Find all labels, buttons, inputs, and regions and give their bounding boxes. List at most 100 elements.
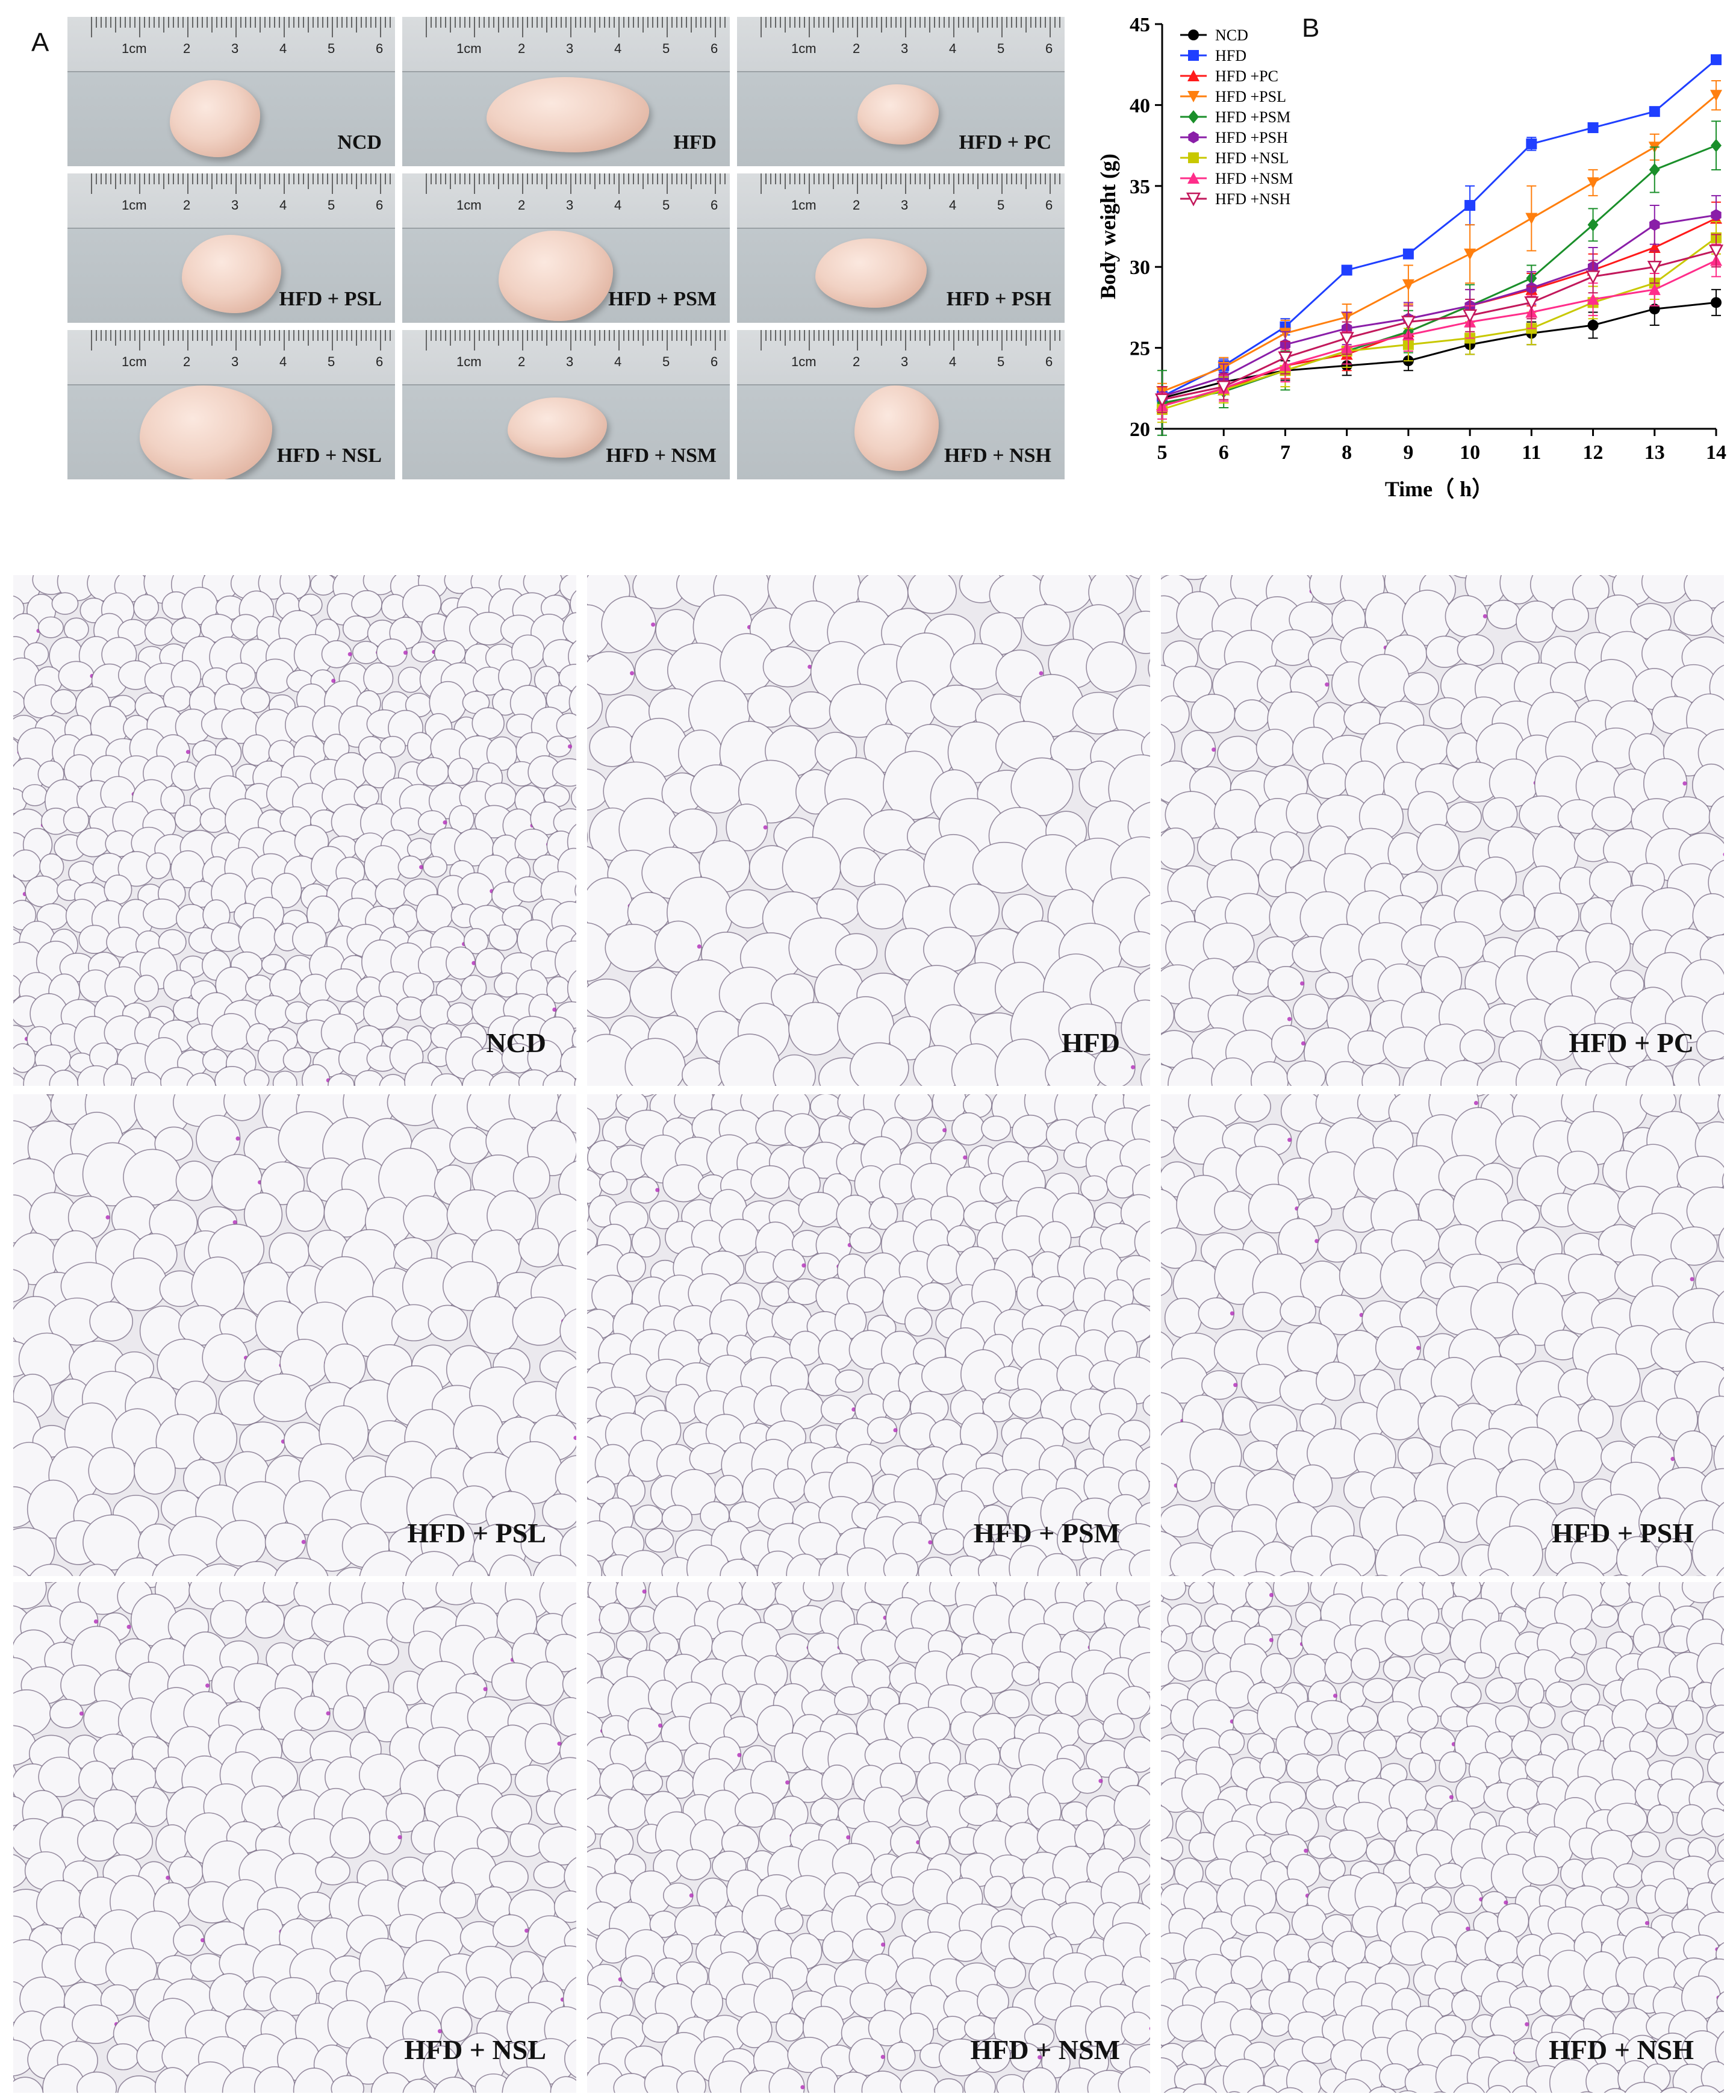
ruler: [737, 330, 1065, 385]
legend-marker: [1188, 131, 1199, 143]
y-tick-label: 25: [1130, 338, 1150, 360]
x-tick-label: 10: [1460, 441, 1480, 464]
ruler-label: 6: [376, 198, 384, 213]
y-tick-label: 30: [1130, 257, 1150, 279]
series-line: [1162, 249, 1717, 401]
x-tick-label: 14: [1706, 441, 1726, 464]
ruler-label: 1cm: [456, 198, 482, 213]
ruler-label: 4: [614, 198, 622, 213]
ruler-label: 6: [1045, 41, 1053, 56]
ruler-label: 5: [997, 354, 1005, 369]
data-point: [1526, 138, 1537, 149]
tissue-photo: 1cm 2 3 4 5 6 HFD + PSH: [737, 173, 1065, 323]
data-point: [1401, 316, 1416, 330]
legend-marker: [1187, 91, 1199, 102]
legend-item: NCD: [1180, 26, 1248, 44]
legend-marker: [1187, 70, 1199, 81]
series-line: [1162, 260, 1717, 407]
legend-label: HFD +PSL: [1215, 88, 1286, 105]
x-tick-label: 7: [1280, 441, 1290, 464]
data-point: [1587, 293, 1599, 305]
tissue-photo: 1cm 2 3 4 5 6 HFD + NSH: [737, 330, 1065, 479]
ruler-label: 4: [614, 354, 622, 369]
adipose-tissue-sample: [815, 238, 927, 308]
photo-group-label: HFD + PC: [959, 131, 1051, 154]
data-point: [1710, 90, 1722, 102]
data-point: [1463, 309, 1478, 323]
histology-group-label: NCD: [486, 1027, 546, 1058]
adipocyte-pattern: [13, 1094, 576, 1576]
ruler-label: 3: [901, 198, 909, 213]
series-group: [1157, 288, 1722, 409]
data-point: [1587, 319, 1599, 331]
ruler: [67, 173, 395, 229]
panel-a-photo-grid: 1cm 2 3 4 5 6 NCD 1cm 2 3 4 5 6 HFD 1cm 2 3 4 5 6 HFD + PC 1c…: [67, 17, 1067, 481]
legend-marker: [1186, 192, 1201, 207]
ruler-label: 1cm: [791, 354, 817, 369]
data-point: [1464, 248, 1476, 260]
data-point: [1587, 218, 1599, 232]
ruler: [402, 173, 730, 229]
y-tick-label: 20: [1130, 419, 1150, 441]
legend-item: HFD +PSM: [1180, 108, 1290, 126]
ruler-label: 1cm: [791, 41, 817, 56]
photo-group-label: HFD + NSH: [944, 444, 1051, 467]
x-tick-label: 5: [1157, 441, 1168, 464]
adipocyte-pattern: [13, 575, 576, 1086]
tissue-photo: 1cm 2 3 4 5 6 HFD + PC: [737, 17, 1065, 166]
legend-item: HFD +PSH: [1180, 129, 1288, 146]
legend-label: HFD +PSH: [1215, 129, 1288, 146]
adipose-tissue-sample: [170, 80, 260, 157]
data-point: [1216, 380, 1231, 394]
ruler-label: 5: [997, 41, 1005, 56]
ruler-label: 2: [853, 354, 860, 369]
x-tick-label: 11: [1522, 441, 1541, 464]
series-line: [1162, 214, 1717, 397]
body-weight-chart: 20 25 30 35 40 45 5 6 7 8 9 10 11 12 13 14 Time（ h） Body …: [1096, 14, 1726, 501]
photo-group-label: HFD + PSL: [279, 288, 382, 310]
tissue-photo: 1cm 2 3 4 5 6 HFD + NSM: [402, 330, 730, 479]
histology-image: HFD + PC: [1161, 575, 1724, 1086]
legend-marker: [1188, 50, 1199, 61]
data-point: [1649, 163, 1660, 176]
ruler-label: 1cm: [791, 198, 817, 213]
ruler-label: 5: [328, 354, 335, 369]
histology-image: HFD: [587, 575, 1150, 1086]
data-point: [1341, 264, 1352, 276]
ruler-label: 5: [328, 41, 335, 56]
ruler-label: 2: [853, 41, 860, 56]
legend-marker: [1188, 30, 1199, 40]
ruler-label: 3: [901, 41, 909, 56]
data-point: [1524, 296, 1539, 311]
ruler-label: 4: [949, 198, 957, 213]
histology-group-label: HFD + PSM: [973, 1518, 1120, 1548]
series-group: [1154, 234, 1724, 414]
legend-item: HFD +PC: [1180, 67, 1278, 85]
panel-c-histology-grid: NCD HFD HFD + PC HFD + PSL HFD + PSM HFD + PS…: [13, 575, 1724, 2093]
adipose-tissue-sample: [499, 231, 613, 321]
ruler: [402, 330, 730, 385]
x-tick-label: 13: [1644, 441, 1665, 464]
ruler-label: 6: [376, 41, 384, 56]
ruler-label: 1cm: [456, 41, 482, 56]
data-point: [1402, 248, 1414, 260]
tissue-photo: 1cm 2 3 4 5 6 HFD + PSM: [402, 173, 730, 323]
photo-group-label: HFD + PSM: [608, 288, 717, 310]
x-tick-label: 6: [1219, 441, 1229, 464]
histology-group-label: HFD + PSL: [407, 1518, 546, 1548]
ruler-label: 3: [231, 198, 239, 213]
ruler-label: 4: [949, 41, 957, 56]
histology-group-label: HFD + NSH: [1549, 2034, 1694, 2065]
y-axis-label: Body weight (g): [1096, 154, 1120, 299]
photo-group-label: HFD: [673, 131, 717, 154]
ruler-label: 2: [518, 198, 526, 213]
histology-image: HFD + PSH: [1161, 1094, 1724, 1576]
panel-a-letter: A: [31, 28, 49, 57]
histology-image: HFD + NSH: [1161, 1582, 1724, 2093]
legend-marker: [1187, 172, 1199, 184]
ruler-label: 2: [183, 41, 191, 56]
tissue-photo: 1cm 2 3 4 5 6 NCD: [67, 17, 395, 166]
series-line: [1162, 95, 1717, 393]
legend-item: HFD +PSL: [1180, 88, 1286, 105]
tissue-photo: 1cm 2 3 4 5 6 HFD: [402, 17, 730, 166]
